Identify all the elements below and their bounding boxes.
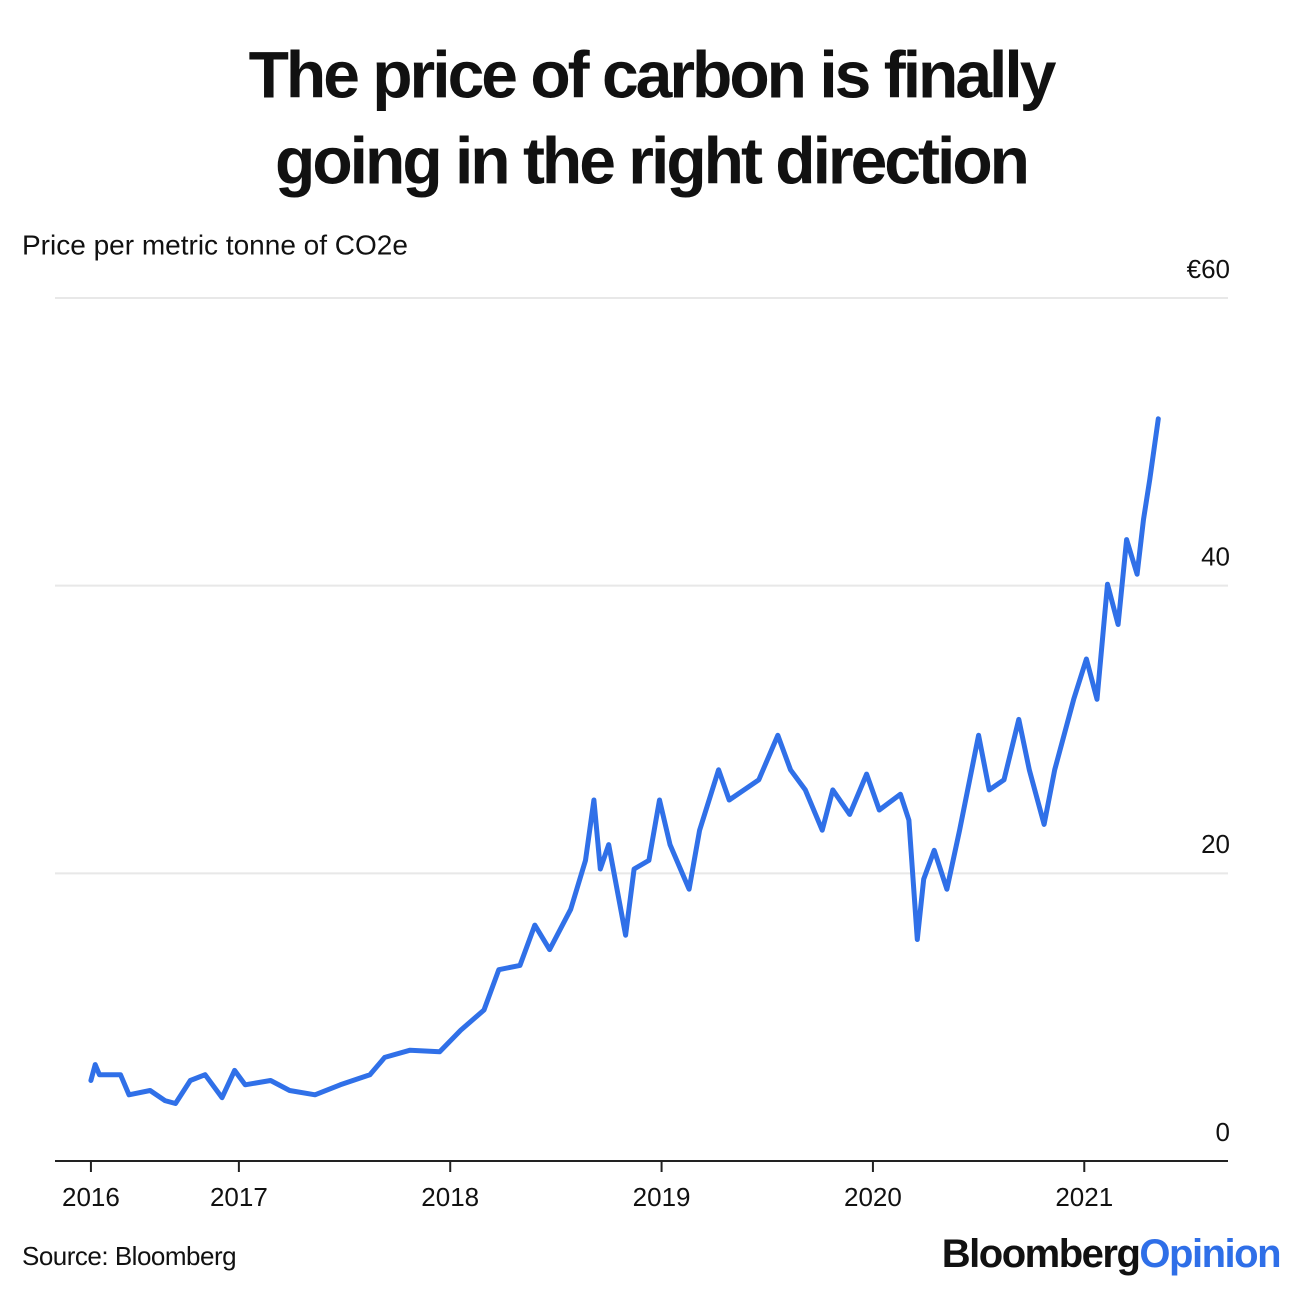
source: Source: Bloomberg bbox=[22, 1241, 236, 1271]
x-tick-label: 2017 bbox=[210, 1182, 268, 1212]
x-tick-label: 2016 bbox=[62, 1182, 120, 1212]
x-tick-label: 2018 bbox=[421, 1182, 479, 1212]
x-tick-label: 2019 bbox=[633, 1182, 691, 1212]
brand-name: Bloomberg bbox=[942, 1232, 1140, 1276]
chart-title: going in the right direction bbox=[275, 123, 1027, 197]
chart-title: The price of carbon is finally bbox=[249, 37, 1057, 111]
x-tick-label: 2021 bbox=[1055, 1182, 1113, 1212]
y-tick-label: 0 bbox=[1216, 1117, 1230, 1147]
y-tick-label: 40 bbox=[1201, 542, 1230, 572]
brand-opinion: Opinion bbox=[1139, 1232, 1280, 1276]
y-tick-label: 20 bbox=[1201, 829, 1230, 859]
x-tick-label: 2020 bbox=[844, 1182, 902, 1212]
y-tick-label: €60 bbox=[1187, 254, 1230, 284]
subtitle: Price per metric tonne of CO2e bbox=[22, 229, 408, 260]
line-series bbox=[88, 416, 1161, 1106]
brand: BloombergOpinion bbox=[942, 1232, 1280, 1276]
